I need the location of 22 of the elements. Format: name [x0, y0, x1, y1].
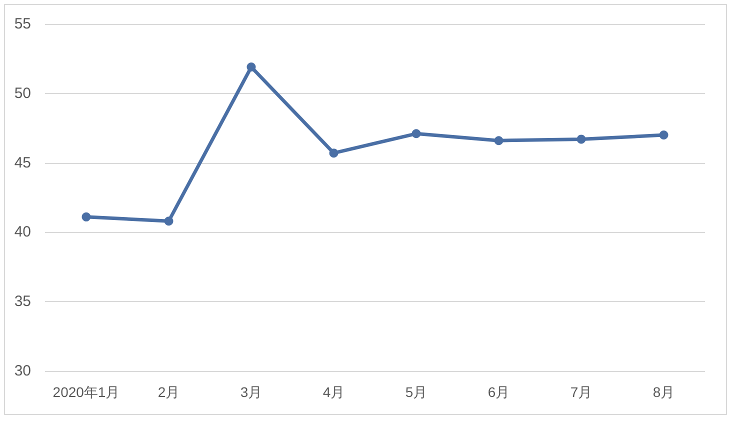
x-tick-label: 8月	[652, 384, 675, 400]
y-tick-label: 55	[14, 16, 31, 32]
point	[246, 62, 256, 72]
y-tick-label: 30	[14, 362, 31, 380]
y-tick-label: 45	[14, 154, 31, 172]
x-tick-label: 3月	[240, 384, 262, 400]
point	[659, 130, 668, 140]
x-tick-label: 4月	[322, 384, 345, 400]
x-tick-label: 7月	[570, 384, 592, 400]
x-tick-label: 6月	[488, 384, 510, 400]
y-tick-label: 50	[14, 84, 31, 102]
x-tick-label: 2020年1月	[52, 384, 120, 400]
point	[164, 216, 174, 226]
y-tick-label: 40	[14, 224, 31, 241]
point	[412, 129, 421, 138]
x-tick-label: 5月	[405, 384, 428, 400]
point	[494, 136, 504, 146]
point	[329, 148, 338, 158]
y-tick-label: 35	[14, 293, 31, 310]
point	[576, 134, 586, 144]
x-tick-label: 2月	[158, 384, 180, 400]
point	[82, 212, 91, 222]
